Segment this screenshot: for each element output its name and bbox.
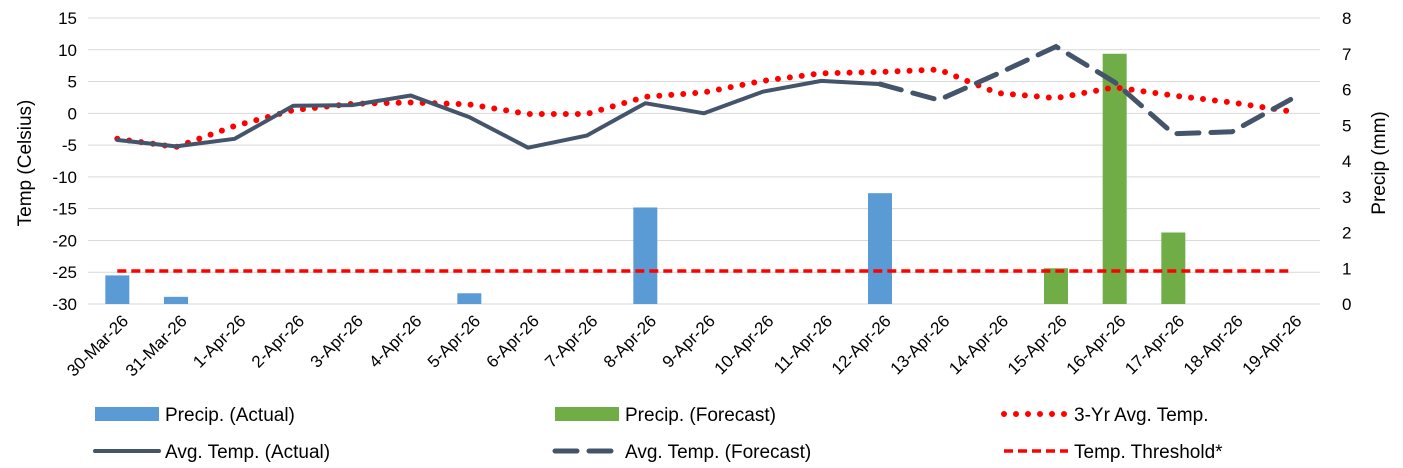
x-tick-label: 2-Apr-26 — [248, 311, 308, 371]
x-tick-label: 30-Mar-26 — [63, 311, 132, 380]
legend-label: Precip. (Actual) — [165, 405, 295, 426]
left-tick-label: 0 — [68, 104, 77, 123]
precip-bar — [105, 275, 130, 304]
precip-bar — [1102, 53, 1127, 304]
legend-label: Temp. Threshold* — [1074, 442, 1223, 463]
left-axis-ticks: 15 10 5 0 -5 -10 -15 -20 -25 -30 — [52, 9, 77, 314]
right-axis-ticks: 8 7 6 5 4 3 2 1 0 — [1342, 9, 1351, 314]
right-tick-label: 1 — [1342, 259, 1351, 278]
left-tick-label: -5 — [62, 136, 77, 155]
x-tick-label: 9-Apr-26 — [659, 311, 719, 371]
legend-swatch — [95, 407, 159, 421]
x-tick-label: 5-Apr-26 — [424, 311, 484, 371]
right-tick-label: 7 — [1342, 45, 1351, 64]
precip-bar — [633, 207, 658, 304]
x-tick-label: 6-Apr-26 — [483, 311, 543, 371]
x-tick-label: 4-Apr-26 — [365, 311, 425, 371]
legend-swatch — [555, 407, 619, 421]
precip-bar — [1044, 268, 1068, 304]
x-tick-label: 1-Apr-26 — [189, 311, 249, 371]
forecast-temp-line — [877, 43, 1294, 137]
legend-label: 3-Yr Avg. Temp. — [1074, 405, 1208, 426]
x-tick-label: 7-Apr-26 — [541, 311, 601, 371]
right-tick-label: 6 — [1342, 81, 1351, 100]
precip-bar — [868, 193, 892, 304]
left-tick-label: -30 — [52, 295, 77, 314]
x-tick-label: 13-Apr-26 — [887, 311, 954, 378]
precip-bar — [457, 293, 482, 304]
x-tick-label: 12-Apr-26 — [828, 311, 895, 378]
x-tick-label: 17-Apr-26 — [1121, 311, 1188, 378]
x-tick-label: 10-Apr-26 — [711, 311, 778, 378]
right-tick-label: 0 — [1342, 295, 1351, 314]
left-tick-label: 10 — [58, 41, 77, 60]
x-tick-label: 14-Apr-26 — [945, 311, 1012, 378]
left-tick-label: 5 — [68, 73, 77, 92]
right-tick-label: 5 — [1342, 116, 1351, 135]
x-tick-label: 8-Apr-26 — [600, 311, 660, 371]
right-tick-label: 4 — [1342, 152, 1351, 171]
temperature-lines — [114, 43, 1294, 273]
x-tick-label: 18-Apr-26 — [1180, 311, 1247, 378]
x-tick-label: 11-Apr-26 — [770, 311, 836, 377]
right-tick-label: 3 — [1342, 188, 1351, 207]
gridlines — [88, 17, 1320, 305]
x-tick-label: 19-Apr-26 — [1239, 311, 1306, 378]
x-tick-label: 16-Apr-26 — [1063, 311, 1130, 378]
right-axis-title: Precip (mm) — [1369, 111, 1390, 214]
avg-3yr-temp-line — [114, 66, 1294, 151]
x-tick-label: 31-Mar-26 — [122, 311, 191, 380]
left-tick-label: -20 — [52, 231, 77, 250]
actual-temp-line — [115, 78, 882, 150]
legend-label: Avg. Temp. (Forecast) — [625, 442, 811, 463]
left-tick-label: -25 — [52, 263, 77, 282]
x-axis-ticks: 30-Mar-2631-Mar-261-Apr-262-Apr-263-Apr-… — [63, 311, 1305, 380]
left-tick-label: -15 — [52, 200, 77, 219]
right-tick-label: 2 — [1342, 224, 1351, 243]
precip-bar — [164, 296, 188, 304]
precip-bars — [105, 53, 1186, 304]
legend-label: Avg. Temp. (Actual) — [165, 442, 330, 463]
right-tick-label: 8 — [1342, 9, 1351, 28]
left-tick-label: 15 — [58, 9, 77, 28]
left-axis-title: Temp (Celsius) — [15, 100, 36, 227]
x-tick-label: 3-Apr-26 — [307, 311, 367, 371]
x-tick-label: 15-Apr-26 — [1004, 311, 1071, 378]
left-tick-label: -10 — [52, 168, 77, 187]
legend: Precip. (Actual) Precip. (Forecast) 3-Yr A… — [93, 405, 1223, 463]
legend-label: Precip. (Forecast) — [625, 405, 776, 426]
precip-bar — [1161, 232, 1186, 304]
